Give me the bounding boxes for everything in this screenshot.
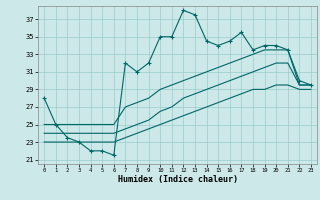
X-axis label: Humidex (Indice chaleur): Humidex (Indice chaleur) — [118, 175, 238, 184]
